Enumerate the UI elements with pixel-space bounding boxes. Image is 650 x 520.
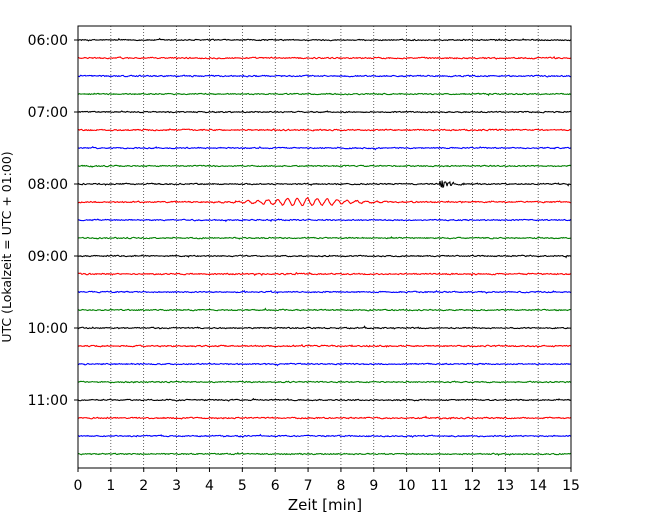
seismogram-trace	[77, 289, 572, 294]
x-tick-label: 2	[139, 478, 148, 494]
x-tick-label: 14	[529, 478, 547, 494]
plot-frame	[77, 25, 572, 469]
seismogram-trace	[77, 380, 572, 384]
seismogram-trace	[77, 55, 572, 60]
y-tick-label: 06:00	[28, 33, 68, 49]
x-tick-label: 9	[369, 478, 378, 494]
x-tick-label: 0	[74, 478, 83, 494]
x-tick-label: 11	[431, 478, 449, 494]
seismogram-trace	[77, 362, 572, 367]
seismogram-trace	[77, 397, 572, 402]
seismogram-trace	[77, 74, 572, 78]
seismogram-trace	[77, 433, 572, 438]
seismogram-trace	[77, 145, 572, 151]
y-tick-label: 08:00	[28, 177, 68, 193]
x-axis-ticks: 0 1 2 3 4 5 6 7 8 9 10 11 12 13 14 15	[74, 468, 580, 494]
x-tick-label: 8	[336, 478, 345, 494]
seismogram-trace	[77, 236, 572, 240]
seismogram-trace	[77, 451, 572, 457]
y-tick-label: 07:00	[28, 105, 68, 121]
y-tick-label: 11:00	[28, 393, 68, 409]
x-tick-label: 12	[463, 478, 481, 494]
seismogram-trace	[77, 164, 572, 168]
vertical-grid-lines	[110, 26, 539, 468]
seismogram-trace	[77, 92, 572, 97]
seismogram-trace	[77, 110, 572, 114]
y-tick-label: 09:00	[28, 249, 68, 265]
y-axis-ticks: 06:00 07:00 08:00 09:00 10:00 11:00	[28, 33, 78, 409]
seismogram-trace	[77, 37, 572, 42]
x-tick-label: 7	[304, 478, 313, 494]
seismogram-trace	[77, 271, 572, 277]
seismogram-trace	[77, 196, 572, 207]
x-tick-label: 6	[271, 478, 280, 494]
seismogram-trace	[77, 325, 572, 330]
x-tick-label: 1	[106, 478, 115, 494]
x-tick-label: 3	[172, 478, 181, 494]
seismogram-trace	[77, 128, 572, 132]
x-tick-label: 13	[496, 478, 514, 494]
x-tick-label: 4	[205, 478, 214, 494]
seismogram-trace	[77, 254, 572, 259]
x-axis-label: Zeit [min]	[288, 496, 362, 514]
seismogram-trace	[77, 307, 572, 312]
x-tick-label: 15	[562, 478, 580, 494]
y-axis-label: UTC (Lokalzeit = UTC + 01:00)	[0, 151, 14, 342]
seismogram-trace	[77, 343, 572, 349]
x-tick-label: 10	[398, 478, 416, 494]
seismogram-trace	[77, 180, 572, 188]
x-tick-label: 5	[238, 478, 247, 494]
seismogram-traces	[77, 37, 572, 457]
seismogram-trace	[77, 415, 572, 420]
seismogram-trace	[77, 218, 572, 223]
y-tick-label: 10:00	[28, 321, 68, 337]
